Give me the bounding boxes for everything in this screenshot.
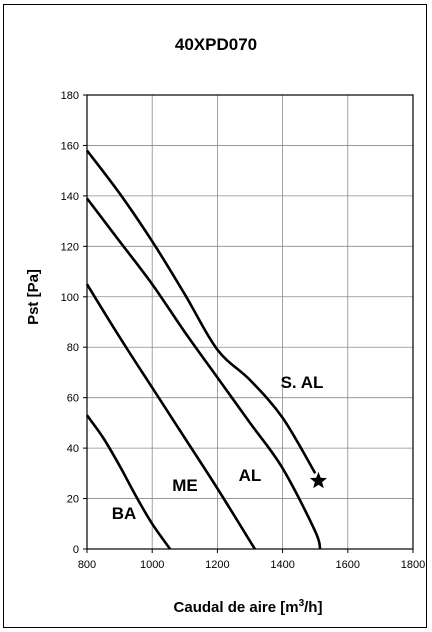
- label-ba: BA: [112, 504, 137, 523]
- y-tick-label: 120: [61, 241, 79, 253]
- y-tick-label: 40: [67, 443, 79, 455]
- plot-area: [86, 94, 414, 550]
- curve-labels: BA ME AL S. AL: [112, 373, 324, 523]
- curve-al: [85, 197, 322, 550]
- x-tick-label: 1000: [140, 559, 164, 571]
- x-tick-label: 1600: [336, 559, 360, 571]
- x-axis-ticks: 800 1000 1200 1400 1600 1800: [78, 549, 425, 571]
- label-me: ME: [172, 476, 198, 495]
- y-axis-label: Pst [Pa]: [25, 269, 42, 325]
- y-tick-label: 0: [73, 544, 79, 556]
- y-tick-label: 80: [67, 342, 79, 354]
- y-axis-ticks: 0 20 40 60 80 100 120 140 160 180: [61, 90, 87, 556]
- grid: [87, 95, 413, 549]
- curve-ba: [85, 414, 172, 550]
- y-tick-label: 180: [61, 90, 79, 102]
- label-s-al: S. AL: [281, 373, 324, 392]
- y-tick-label: 140: [61, 191, 79, 203]
- chart-title: 40XPD070: [175, 35, 257, 54]
- y-tick-label: 20: [67, 494, 79, 506]
- y-tick-label: 100: [61, 292, 79, 304]
- x-tick-label: 800: [78, 559, 96, 571]
- y-tick-label: 160: [61, 140, 79, 152]
- x-tick-label: 1200: [205, 559, 229, 571]
- curves: [85, 149, 322, 550]
- label-al: AL: [239, 466, 262, 485]
- y-tick-label: 60: [67, 393, 79, 405]
- star-marker: [309, 471, 327, 489]
- x-tick-label: 1800: [401, 559, 425, 571]
- chart-frame: [3, 4, 427, 628]
- curve-s-al: [85, 149, 317, 474]
- x-tick-label: 1400: [270, 559, 294, 571]
- curve-me: [85, 283, 257, 550]
- x-axis-label: Caudal de aire [m3/h]: [174, 598, 323, 616]
